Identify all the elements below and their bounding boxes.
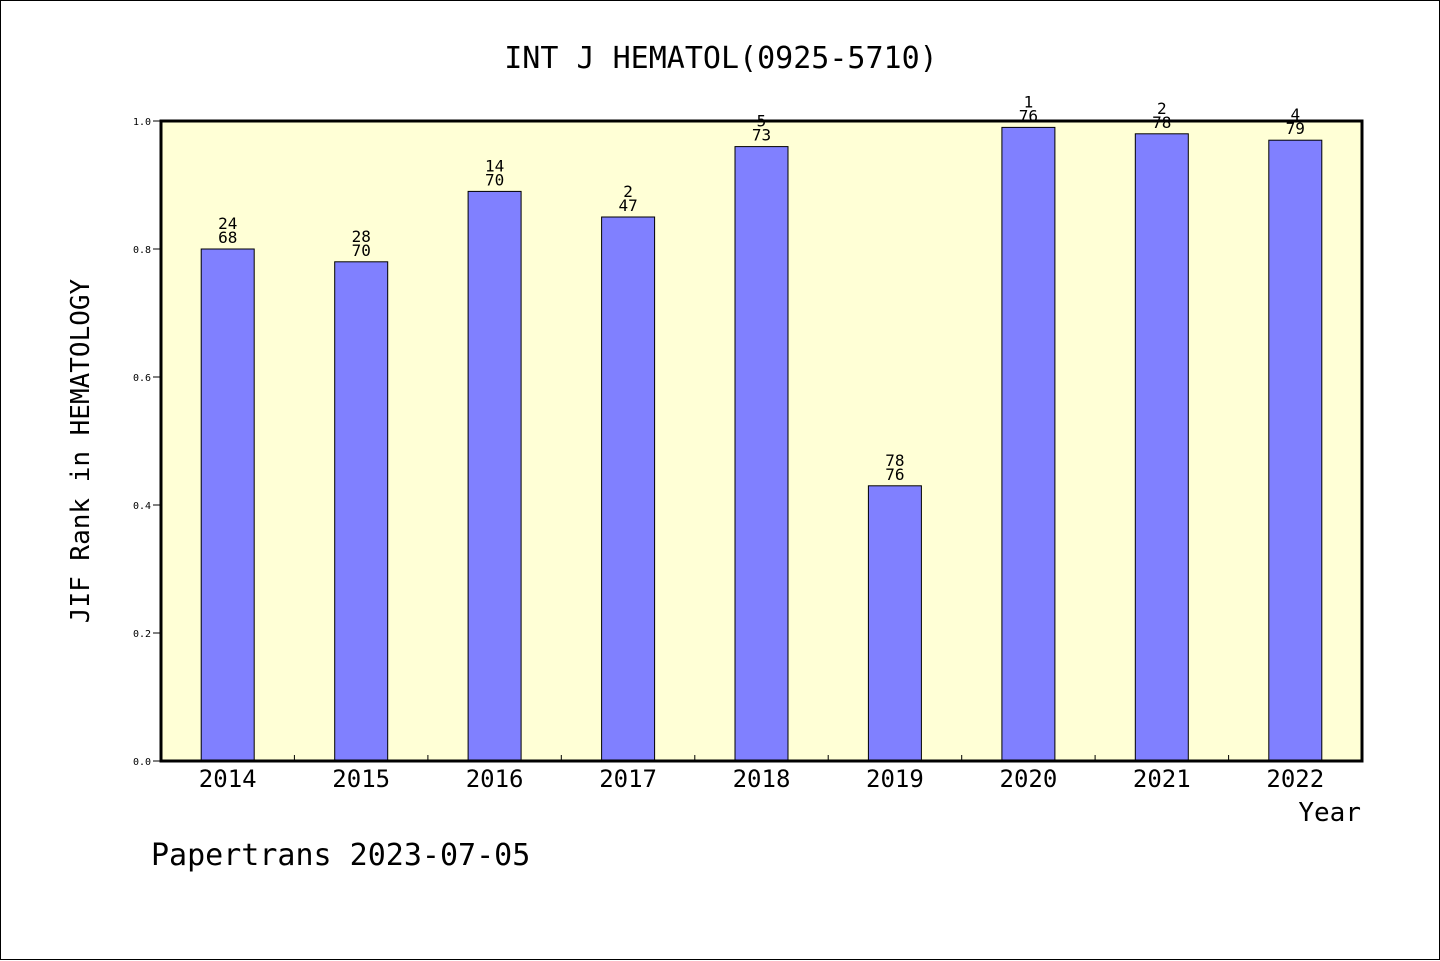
y-tick-label: 0.6 xyxy=(133,373,151,384)
bar-rank-label: 28 xyxy=(352,227,371,246)
footer-credit: Papertrans 2023-07-05 xyxy=(151,838,530,873)
bars-layer xyxy=(200,126,1323,762)
bar-total-label: 78 xyxy=(1152,113,1171,132)
bar-rank-label: 4 xyxy=(1290,105,1300,124)
bar-rank-label: 14 xyxy=(485,156,504,175)
bar-2015 xyxy=(334,261,389,762)
x-tick-label: 2014 xyxy=(199,765,257,793)
bar-rank-label: 5 xyxy=(757,112,767,131)
bar-total-label: 76 xyxy=(885,465,904,484)
x-tick-label: 2019 xyxy=(866,765,924,793)
x-axis-label: Year xyxy=(1298,798,1361,828)
bar-2014 xyxy=(200,248,255,762)
bar-total-label: 79 xyxy=(1286,119,1305,138)
bar-2016 xyxy=(467,190,522,762)
bar-2019 xyxy=(867,485,922,762)
bar-total-label: 68 xyxy=(218,228,237,247)
bar-2017 xyxy=(601,216,656,762)
x-tick-label: 2020 xyxy=(1000,765,1058,793)
x-tick-label: 2022 xyxy=(1266,765,1324,793)
x-tick-label: 2018 xyxy=(733,765,791,793)
bar-2020 xyxy=(1001,126,1056,762)
bar-rank-label: 2 xyxy=(1157,99,1167,118)
bar-total-label: 73 xyxy=(752,126,771,145)
bar-rank-label: 1 xyxy=(1024,92,1034,111)
bar-total-label: 70 xyxy=(352,241,371,260)
bar-2018 xyxy=(734,146,789,762)
x-tick-label: 2017 xyxy=(599,765,657,793)
y-tick-label: 0.2 xyxy=(133,629,151,640)
bar-rank-label: 2 xyxy=(623,182,633,201)
chart-title: INT J HEMATOL(0925-5710) xyxy=(504,41,937,76)
y-tick-label: 0.4 xyxy=(133,501,151,512)
plot-border xyxy=(159,119,1364,763)
bar-2021 xyxy=(1134,133,1189,762)
bar-rank-label: 78 xyxy=(885,451,904,470)
bar-total-label: 47 xyxy=(618,196,637,215)
bar-total-label: 70 xyxy=(485,170,504,189)
bar-2022 xyxy=(1268,139,1323,762)
bar-total-label: 76 xyxy=(1019,106,1038,125)
y-axis: 0.0 0.2 0.4 0.6 0.8 1.0 xyxy=(133,117,161,768)
bar-rank-label: 24 xyxy=(218,214,237,233)
x-tick-label: 2021 xyxy=(1133,765,1191,793)
y-tick-label: 0.8 xyxy=(133,245,151,256)
x-tick-label: 2016 xyxy=(466,765,524,793)
x-axis: 2014 2015 2016 2017 2018 2019 2020 2021 2022 xyxy=(199,755,1324,793)
y-tick-label: 0.0 xyxy=(133,757,151,768)
x-tick-label: 2015 xyxy=(332,765,390,793)
y-tick-label: 1.0 xyxy=(133,117,151,128)
y-axis-label: JIF Rank in HEMATOLOGY xyxy=(66,278,96,623)
